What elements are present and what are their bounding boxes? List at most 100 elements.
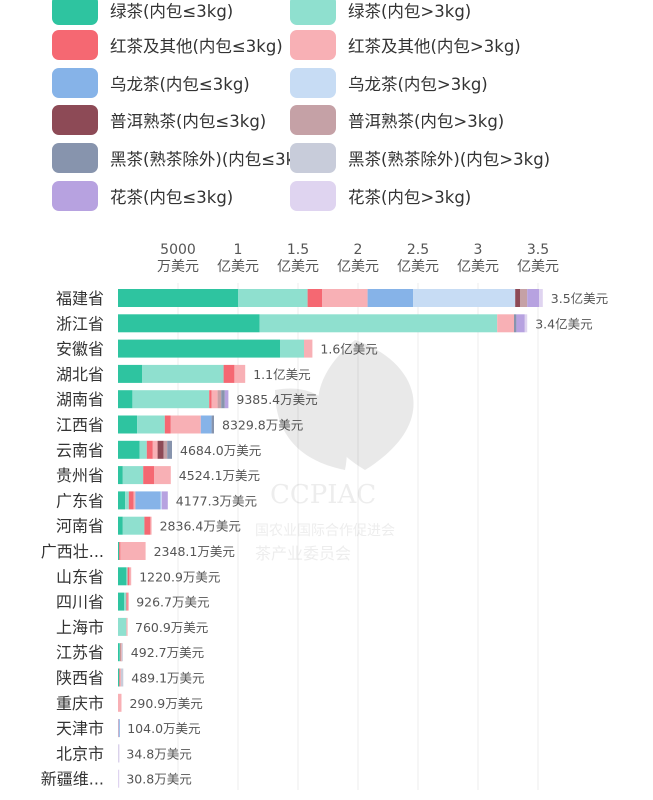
legend-label: 绿茶(内包>3kg) bbox=[348, 2, 472, 21]
bar-segment bbox=[122, 466, 144, 485]
bar-segment bbox=[119, 542, 121, 560]
category-label: 湖北省 bbox=[56, 365, 104, 384]
total-label: 760.9万美元 bbox=[135, 620, 208, 635]
bar-segment bbox=[137, 415, 165, 434]
x-tick-label: 2.5 bbox=[407, 242, 429, 258]
bar-segment bbox=[259, 314, 498, 333]
legend-swatch bbox=[52, 0, 98, 25]
legend-item-8: 普洱熟茶(内包>3kg) bbox=[290, 105, 504, 135]
legend-label: 红茶及其他(内包≤3kg) bbox=[110, 37, 283, 56]
x-tick-label: 3 bbox=[474, 242, 483, 258]
bar-segment bbox=[143, 466, 154, 485]
category-label: 河南省 bbox=[56, 517, 104, 536]
legend-item-4: 红茶及其他(内包>3kg) bbox=[290, 30, 521, 60]
bar-segment bbox=[133, 491, 136, 510]
bar-segment bbox=[125, 491, 129, 510]
bar-segment bbox=[118, 693, 122, 712]
bar-segment bbox=[122, 516, 145, 535]
bar-segment bbox=[118, 339, 280, 358]
bar-segment bbox=[118, 466, 123, 485]
bar-segment bbox=[127, 567, 130, 586]
bar-segment bbox=[119, 668, 122, 687]
bar-segment bbox=[514, 314, 517, 333]
total-label: 492.7万美元 bbox=[131, 645, 204, 660]
bar-segment bbox=[118, 567, 127, 586]
bar-segment bbox=[161, 491, 168, 510]
legend-label: 红茶及其他(内包>3kg) bbox=[348, 37, 521, 56]
category-label: 陕西省 bbox=[56, 669, 104, 688]
category-label: 上海市 bbox=[56, 618, 104, 637]
legend-swatch bbox=[290, 181, 336, 211]
bar-segment bbox=[124, 592, 127, 611]
bar-segment bbox=[142, 364, 224, 383]
legend-swatch bbox=[52, 30, 98, 60]
category-label: 重庆市 bbox=[56, 694, 104, 713]
x-tick-label: 1.5 bbox=[287, 242, 309, 258]
legend-label: 普洱熟茶(内包≤3kg) bbox=[110, 112, 267, 131]
bar-segment bbox=[139, 440, 147, 459]
bar-segment bbox=[524, 314, 528, 333]
bar-segment bbox=[127, 592, 129, 611]
legend-swatch bbox=[290, 143, 336, 173]
bar-segment bbox=[413, 289, 516, 307]
bar-segment bbox=[163, 440, 168, 459]
legend-item-9: 黑茶(熟茶除外)(内包≤3kg) bbox=[52, 143, 312, 173]
bar-segment bbox=[154, 466, 171, 485]
x-tick-unit: 亿美元 bbox=[457, 259, 499, 275]
legend-label: 乌龙茶(内包>3kg) bbox=[348, 75, 488, 94]
bar-segment bbox=[132, 390, 210, 409]
bar-segment bbox=[126, 592, 128, 611]
category-label: 山东省 bbox=[56, 567, 104, 586]
bar-segment bbox=[307, 289, 322, 307]
total-label: 1220.9万美元 bbox=[139, 569, 220, 584]
bar-segment bbox=[234, 364, 246, 383]
total-label: 9385.4万美元 bbox=[236, 392, 317, 407]
bar-segment bbox=[217, 390, 222, 409]
bar-segment bbox=[221, 390, 225, 409]
category-label: 安徽省 bbox=[56, 340, 104, 359]
legend-item-6: 乌龙茶(内包>3kg) bbox=[290, 68, 488, 98]
bar-segment bbox=[118, 592, 124, 611]
category-label: 广东省 bbox=[56, 491, 104, 510]
total-label: 8329.8万美元 bbox=[222, 418, 303, 433]
bar-segment bbox=[118, 668, 120, 687]
total-label: 1.6亿美元 bbox=[320, 342, 377, 357]
bar-segment bbox=[170, 415, 201, 434]
bar-segment bbox=[211, 390, 218, 409]
total-label: 34.8万美元 bbox=[126, 746, 191, 761]
bar-segment bbox=[120, 542, 146, 560]
category-label: 福建省 bbox=[56, 289, 104, 308]
bar-segment bbox=[539, 289, 543, 307]
total-label: 104.0万美元 bbox=[127, 721, 200, 736]
bar-segment bbox=[129, 567, 132, 586]
category-label: 四川省 bbox=[56, 593, 104, 612]
total-label: 4524.1万美元 bbox=[179, 468, 260, 483]
bar-segment bbox=[118, 289, 238, 307]
bar-segment bbox=[118, 769, 120, 788]
x-tick-unit: 万美元 bbox=[157, 259, 199, 275]
bar-segment bbox=[211, 415, 214, 434]
legend-item-7: 普洱熟茶(内包≤3kg) bbox=[52, 105, 266, 135]
legend-label: 绿茶(内包≤3kg) bbox=[110, 2, 234, 21]
bar-segment bbox=[304, 339, 313, 358]
category-label: 天津市 bbox=[56, 719, 104, 738]
bar-segment bbox=[164, 415, 171, 434]
bar-segment bbox=[128, 491, 134, 510]
legend-label: 花茶(内包≤3kg) bbox=[110, 188, 234, 207]
bar-segment bbox=[118, 415, 138, 434]
legend-item-2: 绿茶(内包>3kg) bbox=[290, 0, 471, 25]
category-label: 江苏省 bbox=[56, 643, 104, 662]
bar-segment bbox=[118, 744, 120, 763]
bar-segment bbox=[497, 314, 514, 333]
bar-segment bbox=[120, 668, 124, 687]
total-label: 1.1亿美元 bbox=[253, 367, 310, 382]
category-label: 贵州省 bbox=[56, 466, 104, 485]
x-tick-unit: 亿美元 bbox=[337, 259, 379, 275]
total-label: 2348.1万美元 bbox=[154, 544, 235, 559]
legend-label: 乌龙茶(内包≤3kg) bbox=[110, 75, 250, 94]
bar-segment bbox=[367, 289, 414, 307]
bar-segment bbox=[224, 390, 229, 409]
category-label: 云南省 bbox=[56, 441, 104, 460]
category-label: 浙江省 bbox=[56, 314, 104, 333]
